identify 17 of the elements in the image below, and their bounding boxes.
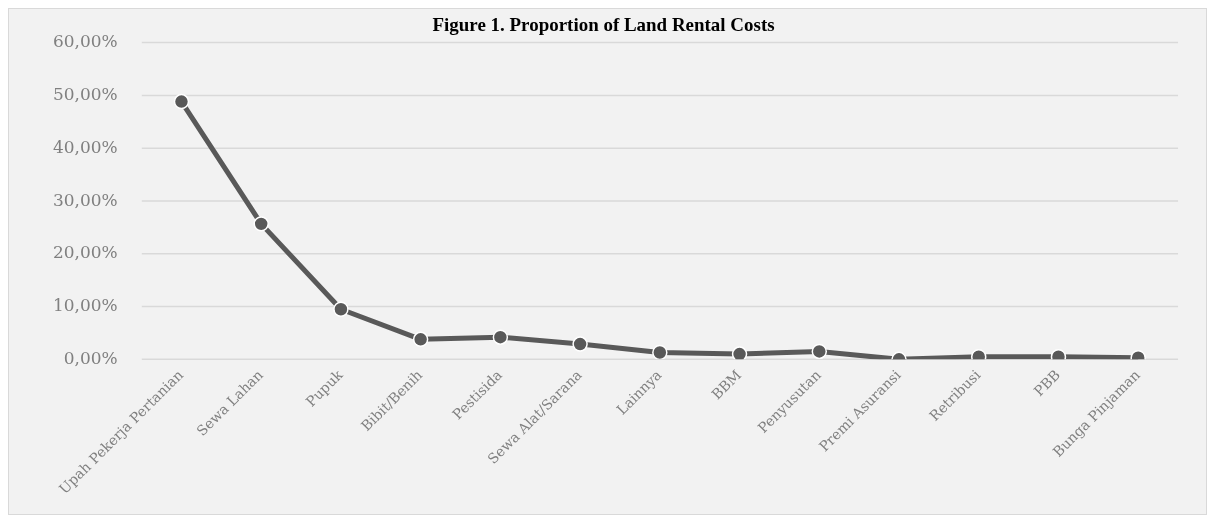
y-tick-label: 60,00% xyxy=(52,31,118,52)
y-tick-label: 20,00% xyxy=(52,242,118,263)
y-tick-label: 0,00% xyxy=(63,347,118,368)
point xyxy=(412,331,429,348)
y-tick-label: 50,00% xyxy=(52,84,118,105)
y-tick-label: 10,00% xyxy=(52,295,118,316)
point xyxy=(173,93,190,110)
point xyxy=(572,336,588,352)
point xyxy=(731,346,748,360)
point xyxy=(253,216,269,232)
point xyxy=(811,343,828,360)
point xyxy=(652,344,668,360)
point xyxy=(333,301,349,317)
y-tick-label: 30,00% xyxy=(52,189,118,210)
chart-title: Figure 1. Proportion of Land Rental Costs xyxy=(432,13,775,35)
point xyxy=(492,329,509,345)
y-tick-label: 40,00% xyxy=(52,136,118,157)
